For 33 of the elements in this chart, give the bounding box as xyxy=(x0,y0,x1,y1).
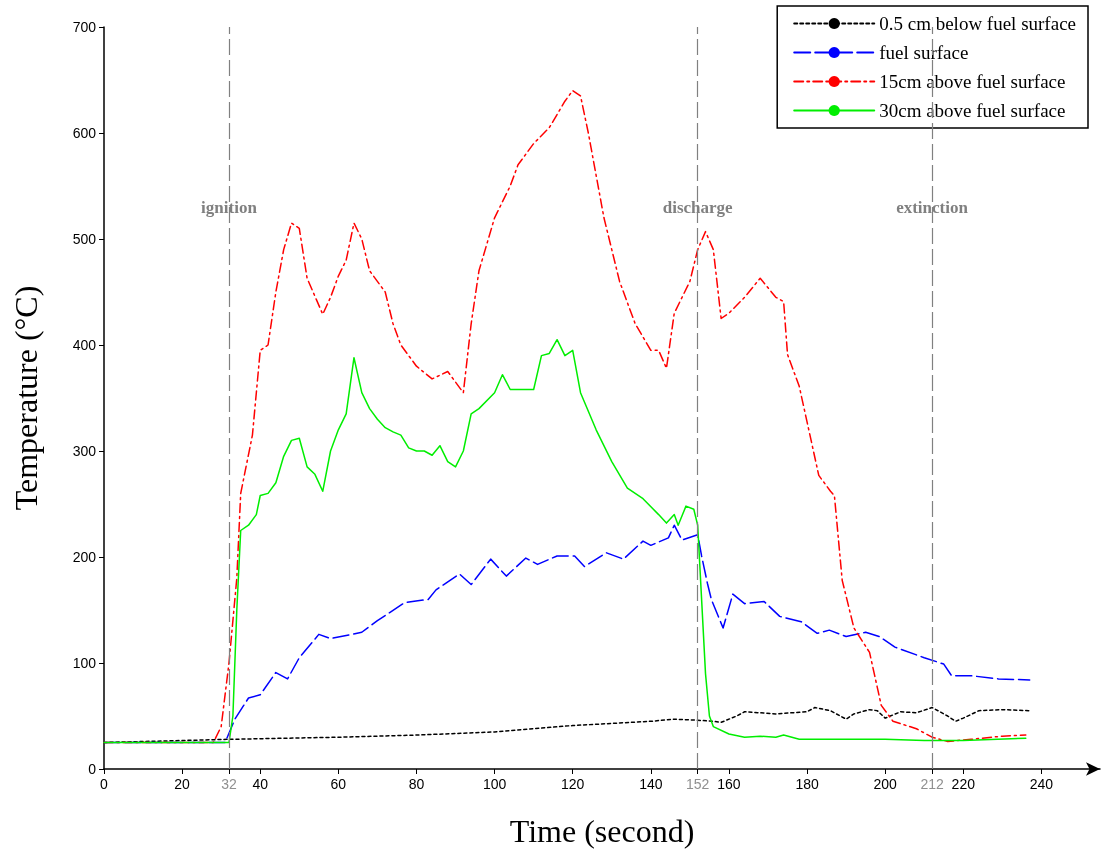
legend-label: 0.5 cm below fuel surface xyxy=(879,13,1077,34)
x-tick-label: 60 xyxy=(330,776,347,792)
legend-label: fuel surface xyxy=(879,42,969,63)
y-tick-label: 0 xyxy=(88,761,97,777)
x-tick-label: 80 xyxy=(408,776,425,792)
x-tick-label: 100 xyxy=(482,776,507,792)
y-tick-label: 300 xyxy=(72,443,97,459)
x-tick-label: 200 xyxy=(873,776,898,792)
y-tick-label: 700 xyxy=(72,19,97,35)
x-tick-label: 160 xyxy=(717,776,741,792)
x-tick-label: 220 xyxy=(951,776,976,792)
ref-line-label: ignition xyxy=(201,197,258,217)
x-tick-label: 240 xyxy=(1029,776,1054,792)
y-tick-label: 100 xyxy=(72,655,97,671)
y-tick-label: 500 xyxy=(72,231,97,247)
line-series xyxy=(103,338,1027,744)
y-tick-label: 200 xyxy=(72,549,97,565)
x-tick-label: 120 xyxy=(561,776,585,792)
x-tick-label: 140 xyxy=(639,776,663,792)
y-tick-label: 400 xyxy=(72,337,97,353)
legend-label: 15cm above fuel surface xyxy=(879,71,1066,92)
x-tick-label: 152 xyxy=(686,776,710,792)
x-tick-label: 32 xyxy=(221,776,237,792)
x-axis-title: Time (second) xyxy=(509,813,695,849)
x-tick-label: 180 xyxy=(795,776,819,792)
x-tick-label: 20 xyxy=(174,776,191,792)
ref-line-label: discharge xyxy=(662,197,734,217)
ref-line-label: extinction xyxy=(896,197,969,217)
x-tick-label: 0 xyxy=(100,776,109,792)
x-tick-label: 40 xyxy=(252,776,269,792)
y-axis-title: Temperature (°C) xyxy=(8,285,44,511)
y-tick-label: 600 xyxy=(72,125,97,141)
x-tick-label: 212 xyxy=(920,776,944,792)
